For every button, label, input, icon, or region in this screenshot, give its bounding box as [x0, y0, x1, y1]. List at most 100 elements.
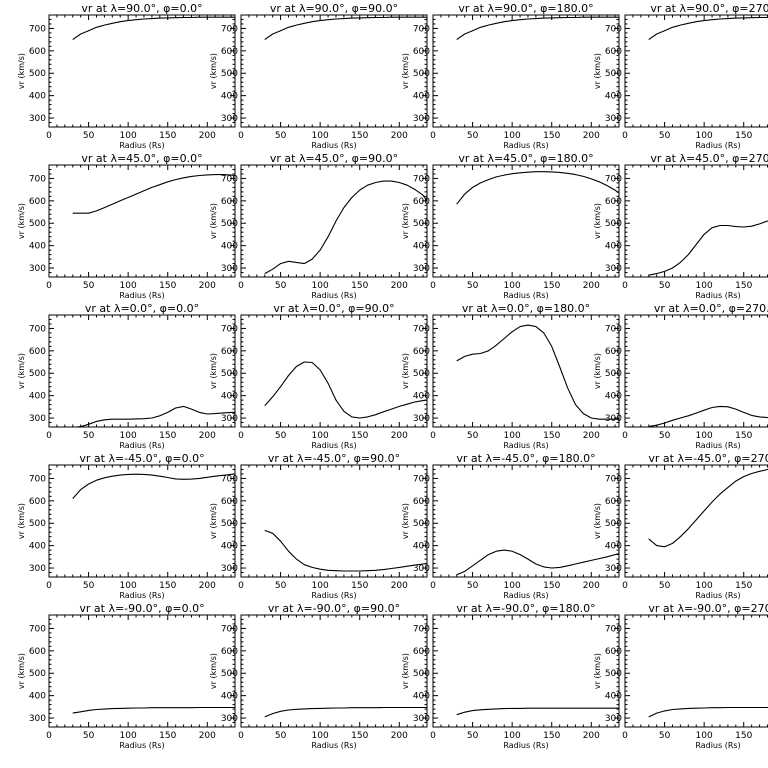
y-tick-label: 700	[605, 624, 622, 634]
y-tick-label: 400	[221, 392, 238, 402]
x-tick-label: 200	[199, 581, 216, 591]
series-line	[456, 171, 619, 205]
panel-title: vr at λ=45.0°, φ=0.0°	[81, 152, 202, 165]
x-tick-label: 150	[159, 581, 176, 591]
x-axis-label: Radius (Rs)	[119, 291, 164, 300]
plot-frame	[240, 164, 428, 278]
x-tick-label: 50	[83, 131, 95, 141]
y-tick-label: 700	[605, 24, 622, 34]
x-tick-label: 150	[159, 131, 176, 141]
y-tick-label: 400	[221, 242, 238, 252]
y-tick-label: 300	[605, 564, 622, 574]
x-tick-label: 0	[46, 281, 52, 291]
panel-title: vr at λ=45.0°, φ=90.0°	[270, 152, 398, 165]
x-axis-label: Radius (Rs)	[503, 291, 548, 300]
y-tick-label: 500	[29, 219, 46, 229]
y-tick-label: 600	[413, 647, 430, 657]
x-tick-label: 50	[275, 281, 287, 291]
y-tick-label: 400	[29, 242, 46, 252]
series-line	[456, 16, 619, 41]
x-tick-label: 100	[504, 131, 521, 141]
y-tick-label: 500	[605, 369, 622, 379]
y-tick-label: 400	[29, 692, 46, 702]
y-tick-label: 500	[221, 519, 238, 529]
subplot-6: 0 50 100 150 200 300 400 500 600 700 Radius (Rs) vr…	[401, 152, 620, 300]
x-tick-label: 150	[351, 581, 368, 591]
x-tick-label: 0	[430, 731, 436, 741]
y-tick-label: 600	[29, 497, 46, 507]
series-line	[264, 180, 427, 275]
y-tick-label: 700	[221, 324, 238, 334]
x-tick-label: 0	[46, 431, 52, 441]
series-line	[72, 405, 235, 427]
y-axis-label: vr (km/s)	[17, 353, 26, 389]
y-tick-label: 600	[413, 497, 430, 507]
y-tick-label: 500	[413, 519, 430, 529]
x-tick-label: 200	[583, 281, 600, 291]
x-tick-label: 150	[159, 431, 176, 441]
subplot-16: 0 50 100 150 200 300 400 500 600 700 Radius (Rs) vr…	[17, 602, 236, 750]
panel-title: vr at λ=-45.0°, φ=90.0°	[268, 452, 400, 465]
panel-title: vr at λ=90.0°, φ=90.0°	[270, 2, 398, 15]
y-tick-label: 700	[605, 174, 622, 184]
plot-frame	[240, 614, 428, 728]
series-line	[648, 706, 768, 718]
x-tick-label: 200	[199, 731, 216, 741]
panel-title: vr at λ=90.0°, φ=270.0°	[650, 2, 768, 15]
x-tick-label: 50	[467, 731, 479, 741]
x-tick-label: 100	[312, 581, 329, 591]
panel-title: vr at λ=45.0°, φ=270.0°	[650, 152, 768, 165]
y-tick-label: 500	[221, 69, 238, 79]
panel-title: vr at λ=0.0°, φ=0.0°	[85, 302, 199, 315]
x-tick-label: 50	[83, 731, 95, 741]
x-tick-label: 150	[159, 281, 176, 291]
y-tick-label: 500	[413, 369, 430, 379]
y-tick-label: 300	[221, 564, 238, 574]
x-tick-label: 50	[83, 431, 95, 441]
y-tick-label: 300	[605, 414, 622, 424]
y-tick-label: 600	[413, 347, 430, 357]
panel-title: vr at λ=0.0°, φ=90.0°	[273, 302, 394, 315]
x-tick-label: 50	[659, 731, 671, 741]
y-tick-label: 700	[29, 174, 46, 184]
x-tick-label: 150	[351, 431, 368, 441]
x-axis-label: Radius (Rs)	[311, 741, 356, 750]
x-tick-label: 100	[120, 281, 137, 291]
subplot-2: 0 50 100 150 200 300 400 500 600 700 Radius (Rs) vr…	[401, 2, 620, 150]
x-tick-label: 100	[120, 131, 137, 141]
y-tick-label: 400	[29, 542, 46, 552]
series-line	[648, 16, 768, 41]
plot-frame	[624, 164, 768, 278]
y-axis-label: vr (km/s)	[593, 353, 602, 389]
x-tick-label: 100	[696, 431, 713, 441]
plot-frame	[48, 614, 236, 728]
plot-frame	[432, 614, 620, 728]
x-tick-label: 50	[659, 581, 671, 591]
panel-title: vr at λ=-90.0°, φ=0.0°	[79, 602, 204, 615]
plot-frame	[240, 314, 428, 428]
x-tick-label: 50	[275, 731, 287, 741]
x-tick-label: 0	[430, 131, 436, 141]
plot-frame	[240, 464, 428, 578]
y-axis-label: vr (km/s)	[17, 203, 26, 239]
y-tick-label: 700	[413, 324, 430, 334]
x-tick-label: 150	[735, 581, 752, 591]
y-tick-label: 700	[221, 624, 238, 634]
plot-frame	[624, 464, 768, 578]
x-tick-label: 50	[275, 131, 287, 141]
x-tick-label: 200	[199, 131, 216, 141]
x-tick-label: 200	[583, 131, 600, 141]
x-tick-label: 200	[391, 131, 408, 141]
series-line	[648, 405, 768, 427]
x-axis-label: Radius (Rs)	[311, 141, 356, 150]
x-tick-label: 100	[504, 281, 521, 291]
y-tick-label: 300	[29, 264, 46, 274]
x-tick-label: 200	[583, 431, 600, 441]
y-tick-label: 400	[605, 692, 622, 702]
x-tick-label: 150	[351, 131, 368, 141]
y-tick-label: 400	[605, 542, 622, 552]
x-tick-label: 100	[312, 131, 329, 141]
y-tick-label: 700	[413, 474, 430, 484]
